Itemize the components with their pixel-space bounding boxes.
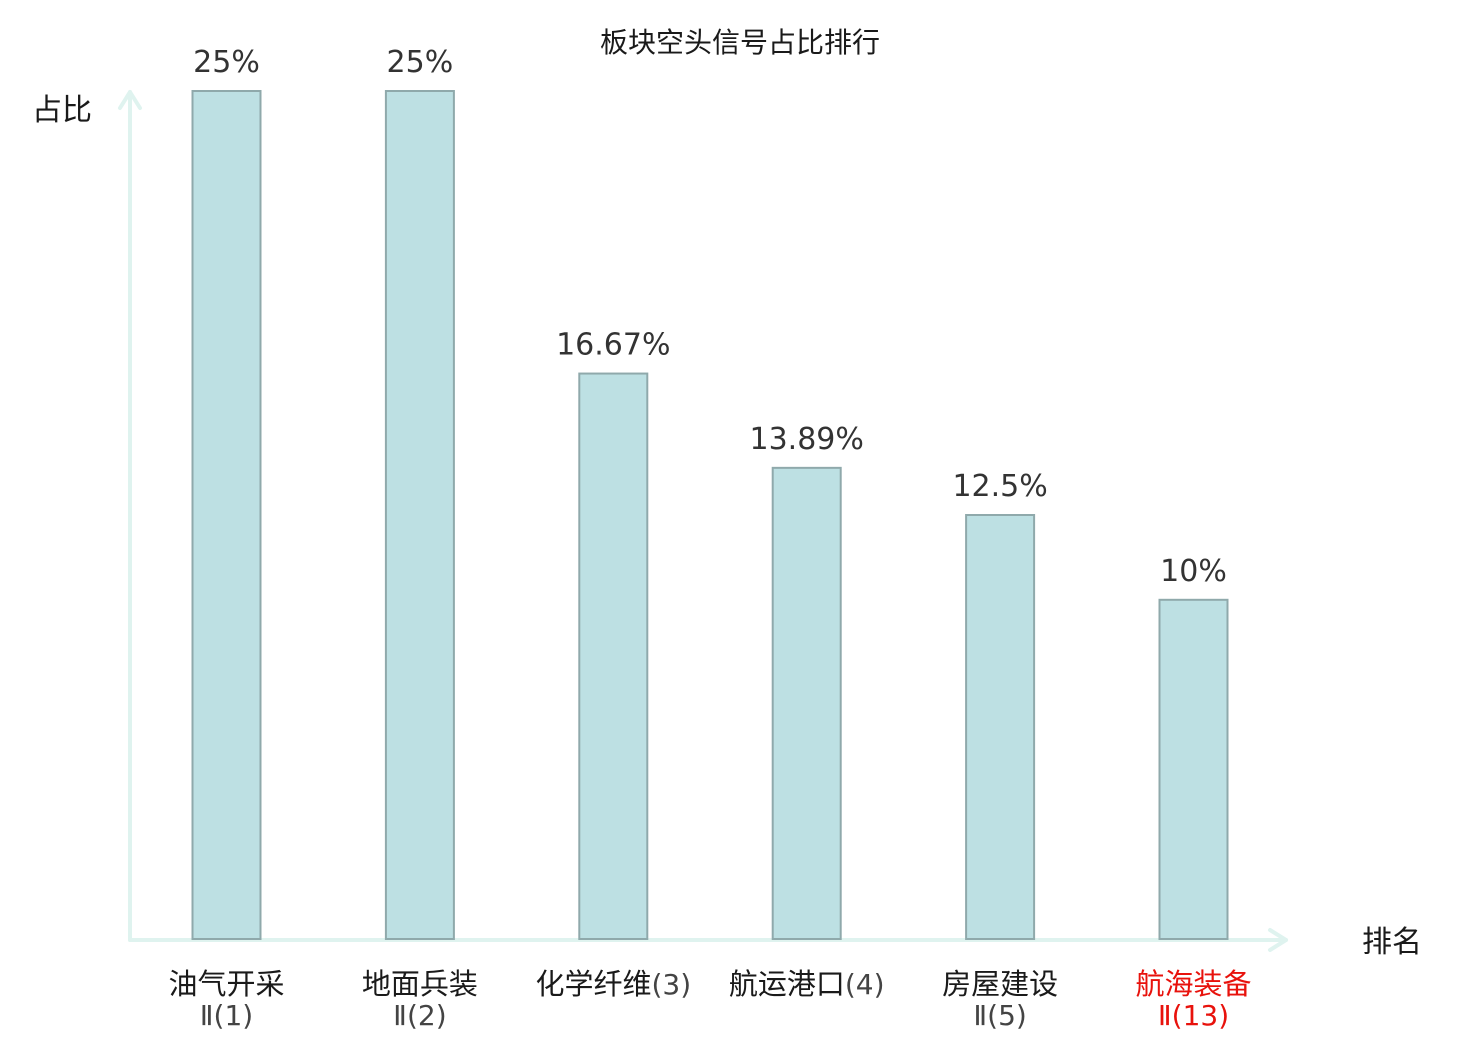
value-label: 25% bbox=[193, 45, 260, 80]
category-rank: (4) bbox=[845, 968, 885, 1001]
value-label: 12.5% bbox=[952, 469, 1047, 504]
category-name: 航海装备 bbox=[1135, 967, 1251, 1001]
category-name: 房屋建设 bbox=[942, 967, 1058, 1001]
category-rank: Ⅱ(1) bbox=[200, 999, 253, 1032]
category-rank: Ⅱ(5) bbox=[973, 999, 1026, 1032]
bar bbox=[578, 372, 649, 940]
category-name: 油气开采 bbox=[168, 967, 284, 1001]
category-rank: Ⅱ(2) bbox=[393, 999, 446, 1032]
bar bbox=[771, 466, 842, 940]
x-axis-label: 排名 bbox=[1362, 925, 1422, 960]
x-axis-arrow bbox=[1268, 928, 1288, 952]
category-name: 航运港口 bbox=[729, 967, 845, 1001]
y-axis-label: 占比 bbox=[32, 93, 92, 128]
value-labels-group: 25% 25% 16.67% 13.89% 12.5% 10% bbox=[193, 45, 1227, 589]
value-label: 25% bbox=[387, 45, 454, 80]
y-axis-arrow bbox=[118, 90, 142, 110]
category-rank: Ⅱ(13) bbox=[1158, 999, 1229, 1032]
category-name: 地面兵装 bbox=[362, 967, 478, 1001]
chart-title: 板块空头信号占比排行 bbox=[600, 26, 880, 59]
bar bbox=[191, 90, 262, 940]
bar bbox=[384, 90, 455, 940]
bar bbox=[1158, 598, 1229, 940]
bars-group bbox=[191, 90, 1229, 940]
value-label: 16.67% bbox=[556, 328, 670, 363]
bar bbox=[965, 514, 1036, 940]
category-name: 化学纤维 bbox=[535, 967, 651, 1001]
value-label: 13.89% bbox=[750, 422, 864, 457]
category-label: 化学纤维(3) bbox=[535, 967, 691, 1001]
category-rank: (3) bbox=[651, 968, 691, 1001]
category-label: 航运港口(4) bbox=[729, 967, 885, 1001]
value-label: 10% bbox=[1160, 554, 1227, 589]
